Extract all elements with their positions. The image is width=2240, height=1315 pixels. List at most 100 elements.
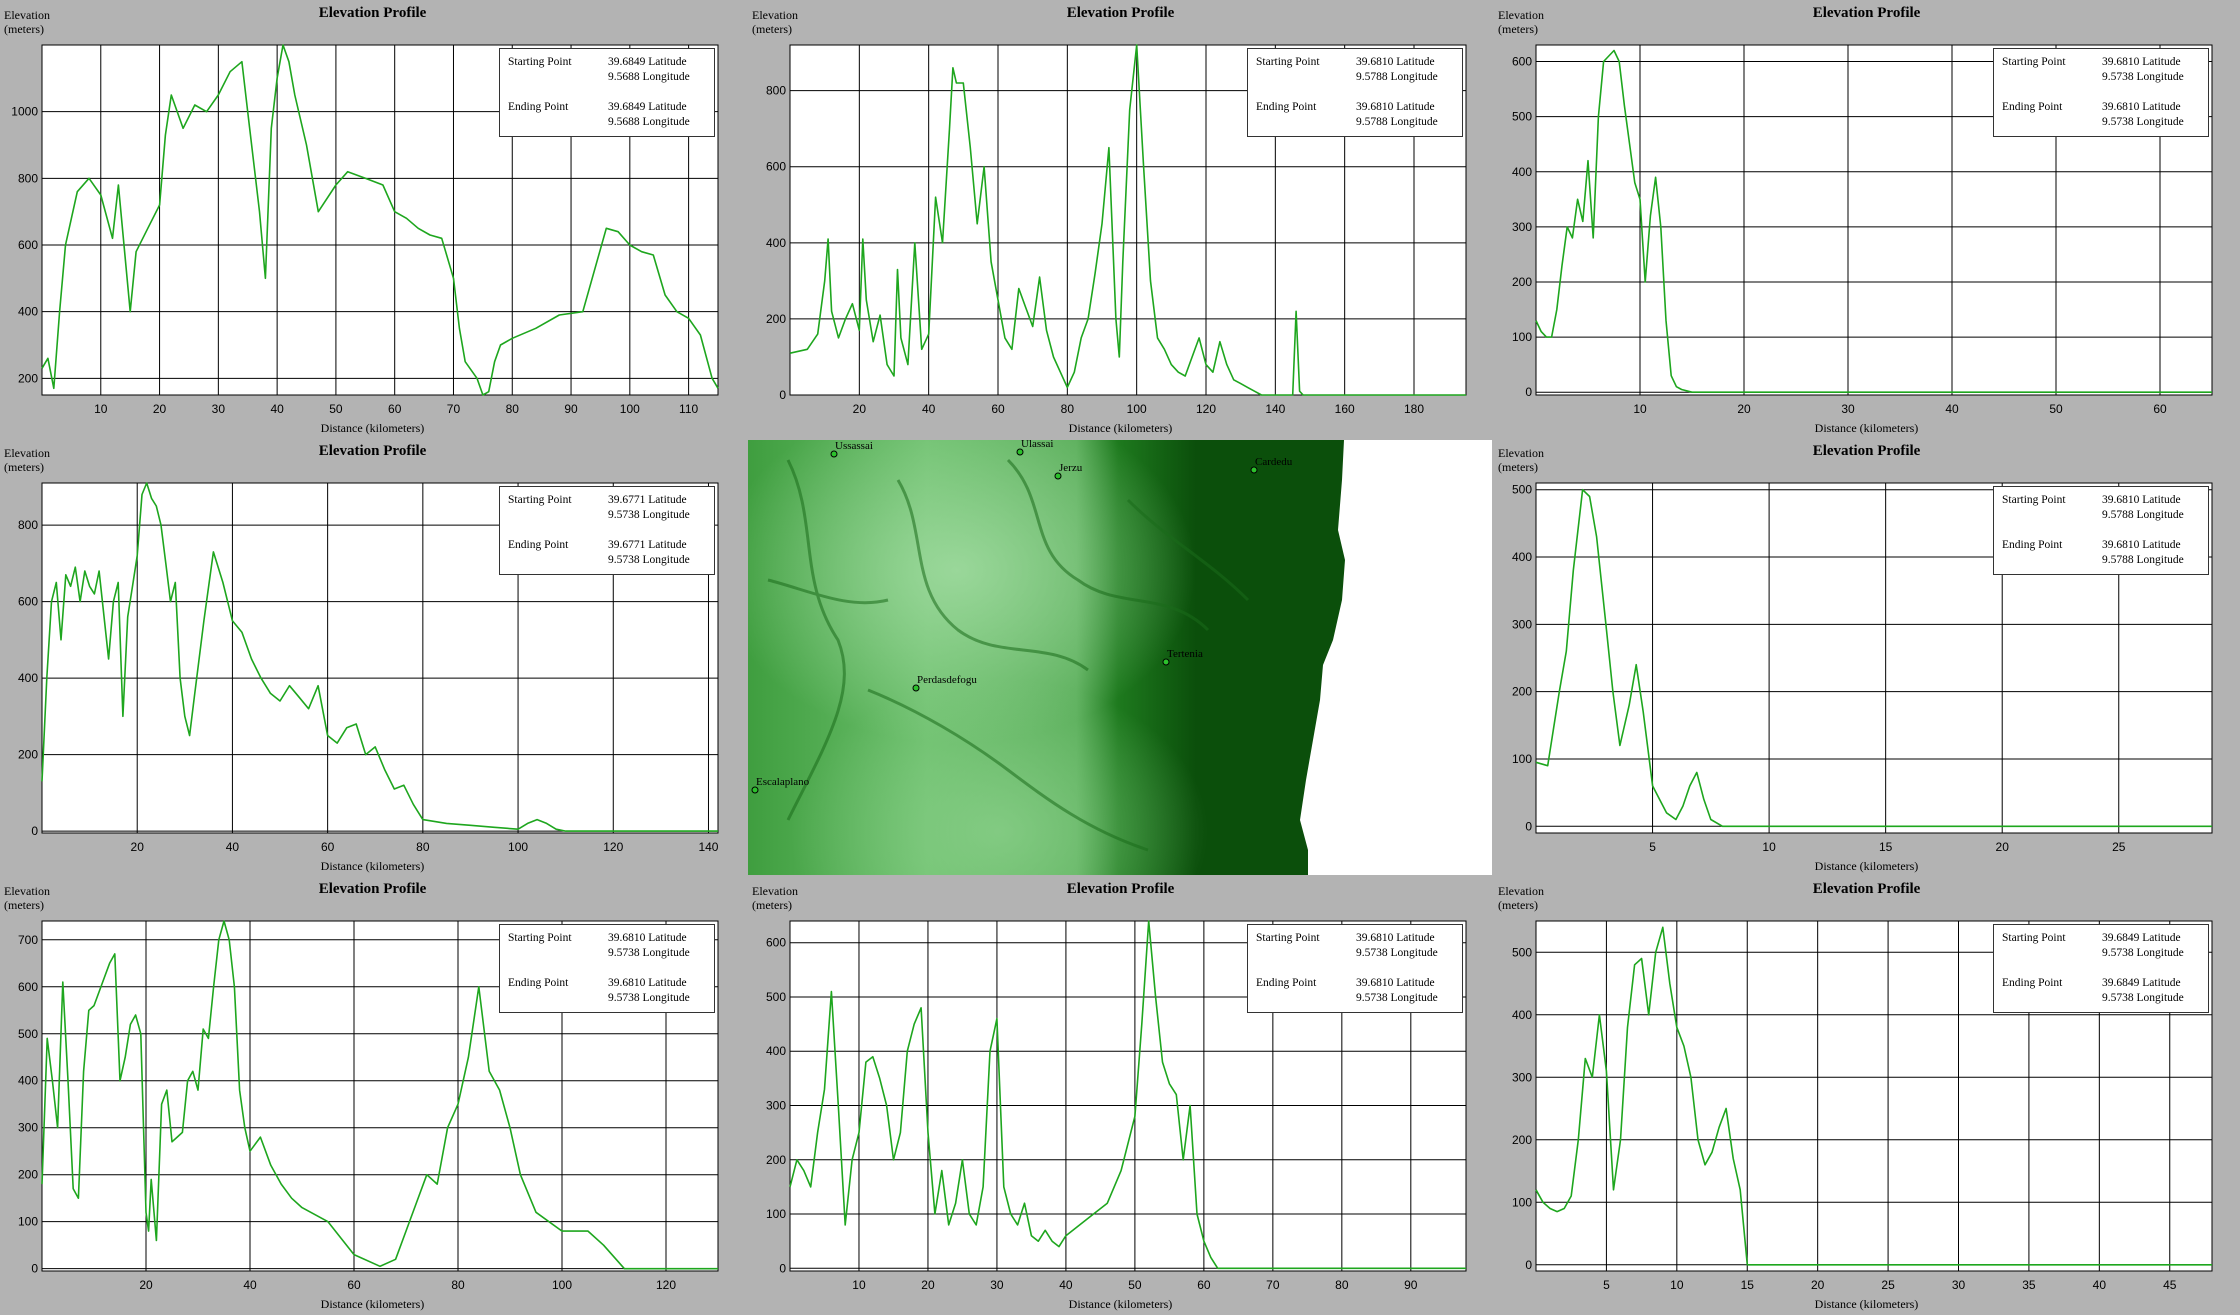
x-tick-label: 140 <box>698 840 718 854</box>
x-tick-label: 50 <box>329 402 343 416</box>
town-marker <box>1250 466 1258 474</box>
x-tick-label: 70 <box>1266 1278 1280 1292</box>
x-tick-label: 100 <box>508 840 528 854</box>
town-label: Perdasdefogu <box>917 674 977 686</box>
elevation-profile-panel: Elevation Profile Elevation (meters) Dis… <box>0 876 745 1314</box>
y-tick-label: 600 <box>18 238 38 252</box>
y-tick-label: 0 <box>1525 385 1532 399</box>
end-lon: 9.5738 Longitude <box>608 992 690 1004</box>
end-lat: 39.6810 Latitude <box>2102 101 2181 113</box>
elevation-profile-panel: Elevation Profile Elevation (meters) Dis… <box>0 438 745 876</box>
x-tick-label: 20 <box>139 1278 153 1292</box>
start-lat: 39.6771 Latitude <box>608 494 687 506</box>
x-tick-label: 20 <box>131 840 145 854</box>
y-axis-label: Elevation (meters) <box>752 884 798 912</box>
coordinates-legend: Starting Point 39.6849 Latitude 9.5688 Lo… <box>499 48 715 137</box>
coordinates-legend: Starting Point 39.6810 Latitude 9.5788 Lo… <box>1993 486 2209 575</box>
town-marker <box>912 684 920 692</box>
town-label: Tertenia <box>1167 648 1203 660</box>
end-lon: 9.5688 Longitude <box>608 116 690 128</box>
town-marker <box>830 450 838 458</box>
x-tick-label: 30 <box>1952 1278 1966 1292</box>
x-tick-label: 180 <box>1404 402 1424 416</box>
x-tick-label: 100 <box>620 402 640 416</box>
y-tick-label: 100 <box>766 1207 786 1221</box>
y-tick-label: 100 <box>1512 1195 1532 1209</box>
x-tick-label: 80 <box>451 1278 465 1292</box>
y-tick-label: 200 <box>18 748 38 762</box>
elevation-line <box>41 920 718 1270</box>
y-tick-label: 400 <box>1512 165 1532 179</box>
town-marker <box>1054 472 1062 480</box>
y-tick-label: 700 <box>18 933 38 947</box>
start-lat: 39.6849 Latitude <box>608 56 687 68</box>
y-axis-label-line1: Elevation <box>4 884 50 898</box>
start-lon: 9.5788 Longitude <box>1356 71 1438 83</box>
coordinates-legend: Starting Point 39.6810 Latitude 9.5788 Lo… <box>1247 48 1463 137</box>
x-tick-label: 10 <box>1633 402 1647 416</box>
y-tick-label: 500 <box>766 990 786 1004</box>
x-tick-label: 30 <box>990 1278 1004 1292</box>
x-tick-label: 40 <box>1059 1278 1073 1292</box>
start-label: Starting Point <box>508 932 572 944</box>
start-lat: 39.6810 Latitude <box>2102 494 2181 506</box>
end-lon: 9.5788 Longitude <box>2102 554 2184 566</box>
end-lat: 39.6849 Latitude <box>608 101 687 113</box>
y-axis-label-line1: Elevation <box>1498 8 1544 22</box>
x-tick-label: 90 <box>564 402 578 416</box>
start-lat: 39.6810 Latitude <box>1356 932 1435 944</box>
y-axis-label-line2: (meters) <box>4 22 44 36</box>
y-tick-label: 200 <box>1512 685 1532 699</box>
x-tick-label: 40 <box>922 402 936 416</box>
y-axis-label-line2: (meters) <box>4 460 44 474</box>
start-lon: 9.5738 Longitude <box>608 509 690 521</box>
end-label: Ending Point <box>508 101 569 113</box>
x-tick-label: 70 <box>447 402 461 416</box>
start-label: Starting Point <box>508 56 572 68</box>
y-tick-label: 0 <box>1525 819 1532 833</box>
x-tick-label: 80 <box>506 402 520 416</box>
coordinates-legend: Starting Point 39.6849 Latitude 9.5738 Lo… <box>1993 924 2209 1013</box>
x-tick-label: 120 <box>1196 402 1216 416</box>
end-lat: 39.6810 Latitude <box>1356 101 1435 113</box>
y-axis-label-line2: (meters) <box>752 22 792 36</box>
y-tick-label: 500 <box>1512 945 1532 959</box>
start-label: Starting Point <box>2002 494 2066 506</box>
y-tick-label: 300 <box>18 1121 38 1135</box>
y-tick-label: 100 <box>1512 752 1532 766</box>
y-axis-label-line2: (meters) <box>752 898 792 912</box>
terrain-map: Ussassai Ulassai Jerzu Cardedu Tertenia Perda… <box>748 440 1492 875</box>
y-tick-label: 0 <box>31 1262 38 1276</box>
start-lat: 39.6810 Latitude <box>2102 56 2181 68</box>
y-tick-label: 300 <box>766 1098 786 1112</box>
y-axis-label-line2: (meters) <box>1498 22 1538 36</box>
y-axis-label-line2: (meters) <box>1498 898 1538 912</box>
town-label: Ussassai <box>835 440 873 452</box>
x-tick-label: 20 <box>853 402 867 416</box>
y-tick-label: 400 <box>766 1044 786 1058</box>
x-tick-label: 10 <box>1762 840 1776 854</box>
x-tick-label: 90 <box>1404 1278 1418 1292</box>
end-lon: 9.5738 Longitude <box>2102 116 2184 128</box>
y-axis-label-line2: (meters) <box>1498 460 1538 474</box>
x-tick-label: 15 <box>1879 840 1893 854</box>
y-tick-label: 200 <box>766 312 786 326</box>
x-axis-label: Distance (kilometers) <box>1814 421 1919 435</box>
elevation-profile-panel: Elevation Profile Elevation (meters) Dis… <box>0 0 745 438</box>
elevation-line <box>41 44 719 396</box>
elevation-line <box>41 482 718 832</box>
elevation-line <box>789 44 1466 396</box>
chart-title: Elevation Profile <box>1066 881 1175 897</box>
town-marker <box>751 786 759 794</box>
chart-title: Elevation Profile <box>1812 5 1921 21</box>
x-tick-label: 30 <box>212 402 226 416</box>
y-axis-label: Elevation (meters) <box>1498 8 1544 36</box>
y-tick-label: 600 <box>766 936 786 950</box>
y-axis-label-line1: Elevation <box>1498 884 1544 898</box>
town-label: Cardedu <box>1255 456 1293 468</box>
town-label: Escalaplano <box>756 776 810 788</box>
y-axis-label: Elevation (meters) <box>1498 446 1544 474</box>
start-lon: 9.5688 Longitude <box>608 71 690 83</box>
elevation-profile-panel: Elevation Profile Elevation (meters) Dis… <box>1494 0 2239 438</box>
highland-shading-south <box>748 440 1345 875</box>
